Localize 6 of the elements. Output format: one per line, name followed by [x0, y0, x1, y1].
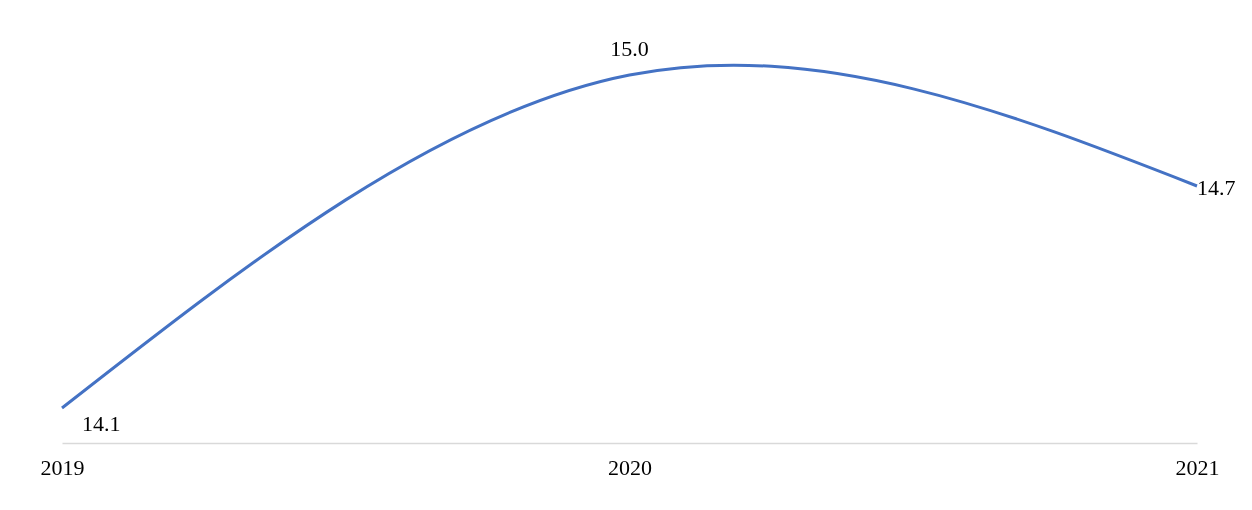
data-label: 14.7	[1197, 174, 1236, 200]
x-tick-label: 2020	[608, 454, 652, 480]
x-tick-label: 2021	[1175, 454, 1220, 480]
data-label: 15.0	[610, 35, 649, 61]
x-tick-label: 2019	[40, 454, 85, 480]
data-label: 14.1	[82, 411, 121, 437]
